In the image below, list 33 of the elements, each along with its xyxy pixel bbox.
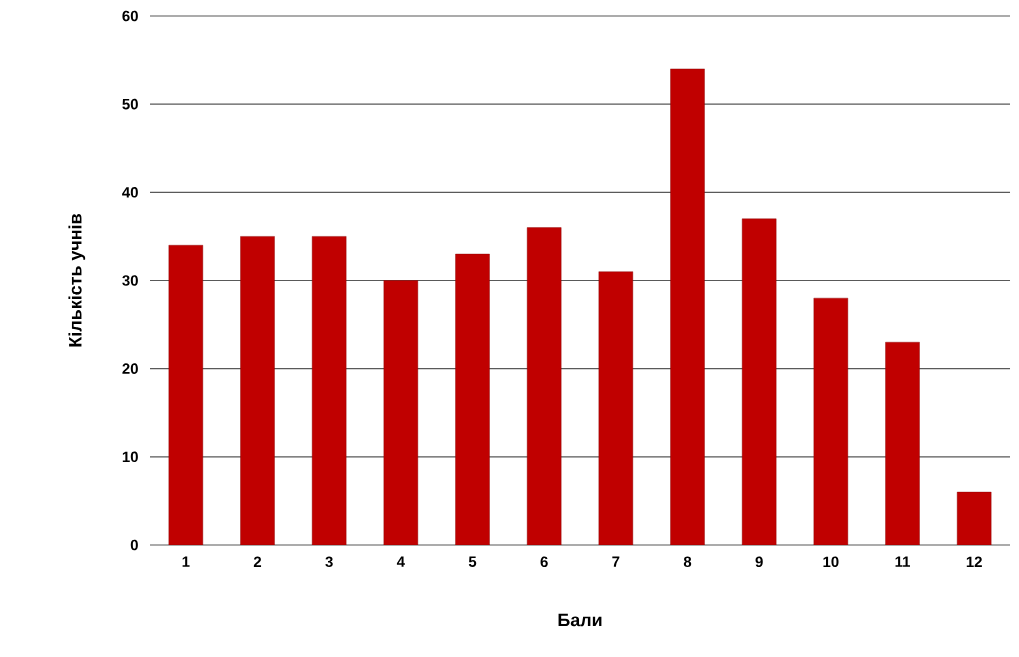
x-tick-label: 6 bbox=[540, 556, 548, 568]
bar bbox=[240, 236, 275, 545]
x-tick-label: 11 bbox=[895, 556, 910, 567]
y-tick-label: 0 bbox=[130, 539, 138, 551]
x-axis-title: Бали bbox=[558, 613, 602, 627]
bar bbox=[741, 218, 777, 545]
bar bbox=[526, 227, 562, 545]
bar bbox=[956, 491, 992, 545]
x-tick-label: 1 bbox=[182, 556, 190, 567]
x-tick-label: 12 bbox=[966, 556, 982, 567]
x-tick-label: 8 bbox=[683, 556, 692, 568]
x-tick-label: 10 bbox=[823, 556, 839, 568]
bar bbox=[311, 236, 347, 545]
bar bbox=[813, 297, 849, 545]
x-tick-label: 7 bbox=[612, 556, 620, 567]
bar bbox=[168, 245, 204, 545]
bar bbox=[598, 271, 634, 545]
y-tick-label: 30 bbox=[122, 275, 138, 286]
x-tick-label: 3 bbox=[325, 556, 333, 568]
bar bbox=[885, 342, 920, 545]
x-tick-label: 9 bbox=[755, 556, 763, 568]
x-tick-label: 2 bbox=[253, 556, 262, 567]
y-tick-label: 20 bbox=[122, 363, 138, 374]
bar bbox=[455, 253, 490, 545]
y-axis-title: Кількість учнів bbox=[68, 214, 86, 347]
y-tick-label: 60 bbox=[122, 10, 138, 22]
y-tick-label: 40 bbox=[122, 187, 138, 198]
bar bbox=[383, 280, 419, 545]
bar bbox=[670, 68, 705, 545]
y-tick-label: 50 bbox=[122, 98, 138, 110]
y-tick-label: 10 bbox=[122, 451, 138, 463]
x-tick-label: 5 bbox=[468, 556, 477, 567]
x-tick-label: 4 bbox=[396, 556, 405, 567]
